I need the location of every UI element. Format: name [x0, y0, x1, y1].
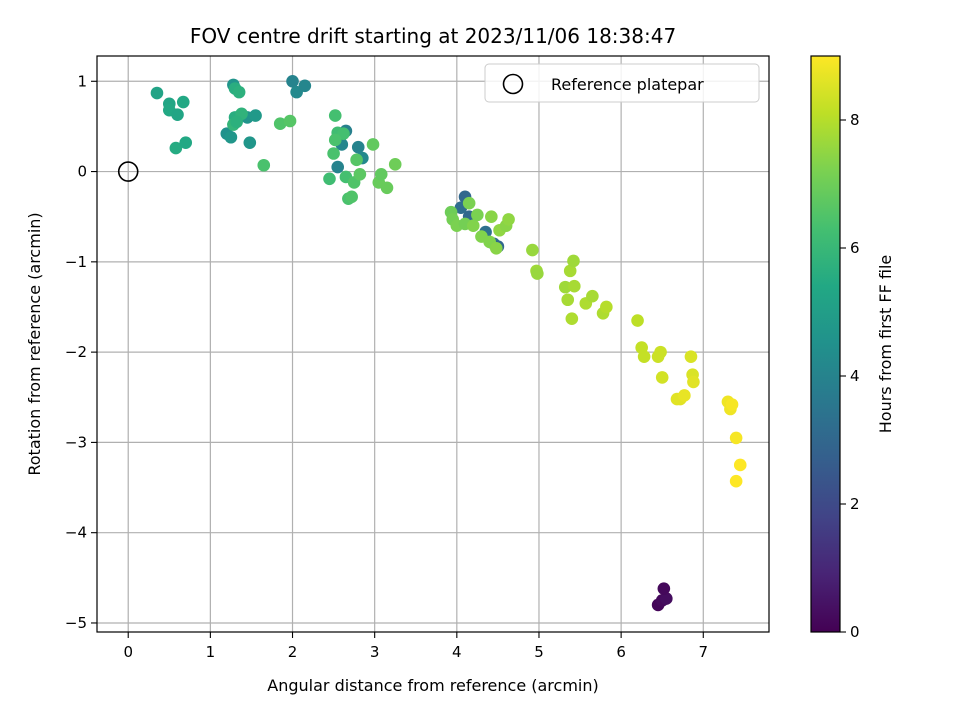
data-point	[328, 109, 342, 122]
data-point	[725, 398, 739, 411]
y-tick-label: −1	[65, 253, 87, 271]
data-point	[567, 254, 580, 268]
colorbar-tick-label: 4	[850, 367, 860, 385]
y-axis-label: Rotation from reference (arcmin)	[25, 212, 44, 475]
data-point	[327, 147, 340, 160]
data-point	[345, 190, 358, 204]
data-point	[637, 350, 651, 363]
data-point	[171, 108, 184, 121]
data-point	[563, 264, 577, 278]
data-point	[471, 208, 484, 222]
y-tick-label: −3	[65, 433, 87, 451]
colorbar-label: Hours from first FF file	[876, 255, 895, 434]
data-point	[176, 95, 190, 109]
data-point	[298, 79, 312, 93]
colorbar-tick-label: 6	[850, 239, 860, 257]
legend: Reference platepar	[484, 63, 760, 103]
legend-marker	[502, 73, 524, 95]
x-tick-label: 2	[288, 643, 298, 661]
data-point	[286, 74, 299, 88]
plot-frame	[96, 55, 770, 633]
x-tick-label: 7	[699, 643, 709, 661]
data-point	[150, 86, 164, 100]
data-point	[733, 458, 747, 472]
data-point	[586, 289, 599, 303]
legend-box	[484, 63, 760, 103]
data-point	[462, 196, 476, 210]
colorbar-gradient	[810, 55, 841, 633]
data-point	[687, 375, 700, 389]
data-point	[257, 158, 271, 172]
data-point	[331, 160, 345, 174]
data-point	[243, 136, 257, 149]
y-tick-label: −4	[65, 524, 87, 542]
data-point	[374, 167, 388, 181]
data-point	[232, 85, 246, 99]
data-point	[350, 153, 363, 167]
data-point	[502, 213, 515, 226]
data-point	[558, 280, 572, 294]
data-points	[150, 74, 747, 612]
data-point	[388, 158, 402, 171]
y-tick-label: −5	[65, 614, 87, 632]
x-tick-label: 6	[616, 643, 626, 661]
legend-entry: Reference platepar	[551, 75, 704, 94]
y-tick-label: 0	[77, 163, 87, 181]
data-point	[351, 140, 365, 154]
y-axis-ticks: 1 0 −1 −2 −3 −4 −5	[65, 72, 97, 632]
x-tick-label: 5	[534, 643, 544, 661]
data-point	[561, 293, 575, 307]
data-point	[466, 219, 480, 233]
colorbar-ticks: 0 2 4 6 8	[840, 111, 860, 641]
chart-title: FOV centre drift starting at 2023/11/06 …	[190, 24, 676, 48]
x-tick-label: 4	[452, 643, 462, 661]
data-point	[568, 279, 581, 293]
data-point	[366, 138, 380, 151]
x-axis-label: Angular distance from reference (arcmin)	[267, 676, 598, 695]
data-point	[684, 350, 698, 363]
data-point	[283, 114, 297, 128]
data-point	[600, 300, 613, 314]
data-point	[380, 181, 394, 195]
data-point	[489, 242, 503, 255]
data-point	[660, 592, 673, 605]
data-point	[729, 431, 743, 445]
x-tick-label: 3	[370, 643, 380, 661]
x-tick-label: 1	[206, 643, 216, 661]
data-point	[328, 133, 342, 147]
colorbar-tick-label: 2	[850, 495, 860, 513]
data-point	[654, 345, 667, 359]
data-point	[323, 172, 336, 186]
data-point	[565, 312, 579, 326]
y-tick-label: 1	[77, 72, 87, 90]
data-point	[655, 371, 669, 384]
data-point	[249, 109, 262, 122]
data-point	[179, 136, 193, 149]
y-tick-label: −2	[65, 343, 87, 361]
data-point	[485, 210, 498, 224]
data-point	[353, 167, 367, 181]
colorbar-tick-label: 0	[850, 623, 860, 641]
data-point	[631, 314, 644, 327]
x-tick-label: 0	[123, 643, 133, 661]
colorbar: 0 2 4 6 8 Hours from first FF file	[810, 55, 895, 641]
data-point	[230, 115, 243, 129]
data-point	[729, 474, 743, 488]
x-axis-ticks: 0 1 2 3 4 5 6 7	[123, 632, 708, 661]
reference-point-marker	[117, 161, 139, 182]
data-point	[526, 243, 539, 257]
data-point	[224, 130, 238, 144]
colorbar-tick-label: 8	[850, 111, 860, 129]
data-point	[273, 117, 287, 131]
data-point	[531, 267, 544, 280]
grid	[97, 56, 769, 632]
data-point	[169, 141, 183, 155]
data-point	[657, 582, 671, 595]
data-point	[678, 389, 691, 402]
